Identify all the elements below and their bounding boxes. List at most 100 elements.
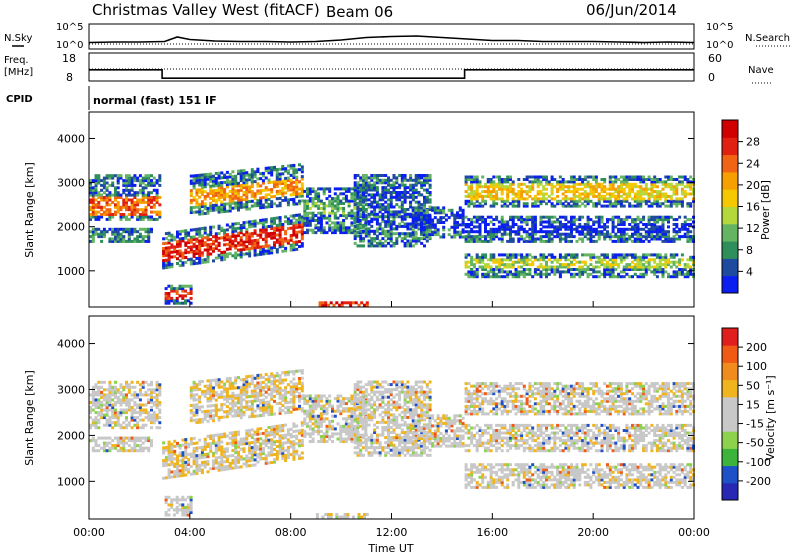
echo-cell [475,237,479,241]
echo-cell [667,239,670,243]
echo-cell [192,436,196,440]
echo-cell [200,450,204,454]
echo-cell [686,230,690,234]
echo-cell [572,227,576,231]
echo-cell [245,173,249,177]
echo-cell [181,458,185,462]
echo-cell [553,220,557,224]
echo-cell [586,275,590,279]
echo-cell [237,191,240,195]
echo-cell [375,220,379,224]
echo-cell [578,260,582,264]
echo-cell [133,403,137,407]
echo-cell [122,401,126,404]
echo-cell [586,265,590,269]
echo-cell [245,459,249,463]
echo-cell [414,178,418,182]
echo-cell [669,178,673,181]
echo-cell [425,233,429,237]
echo-cell [138,174,142,178]
echo-cell [178,471,182,475]
echo-cell [470,192,474,196]
echo-cell [661,263,665,267]
echo-cell [575,218,579,222]
echo-cell [206,462,210,466]
echo-cell [97,191,101,195]
echo-cell [650,185,654,189]
echo-cell [192,449,196,453]
echo-cell [489,255,493,259]
echo-cell [164,251,168,255]
echo-cell [223,243,227,247]
echo-cell [533,239,537,243]
echo-cell [398,224,402,228]
echo-cell [589,263,593,267]
echo-cell [614,175,618,179]
echo-cell [672,275,676,279]
echo-cell [453,223,457,227]
echo-cell [398,198,402,202]
echo-cell [105,413,109,417]
echo-cell [331,204,334,208]
echo-cell [212,206,215,210]
echo-cell [578,232,582,236]
echo-cell [344,197,348,201]
echo-cell [200,453,204,457]
echo-cell [619,275,623,279]
echo-cell [144,213,148,216]
echo-cell [295,218,299,222]
echo-cell [158,426,162,430]
echo-cell [239,228,243,232]
echo-cell [102,235,106,239]
echo-cell [328,204,332,208]
echo-cell [278,218,282,222]
echo-cell [133,237,137,241]
echo-cell [270,222,274,226]
echo-cell [606,199,609,203]
echo-cell [105,174,109,178]
echo-cell [281,182,285,185]
echo-cell [178,254,182,258]
echo-cell [514,199,518,203]
echo-cell [353,217,357,221]
echo-cell [245,197,249,201]
echo-cell [506,192,510,196]
echo-cell [250,239,254,243]
echo-cell [611,227,615,231]
echo-cell [686,185,690,189]
echo-cell [572,255,576,259]
echo-cell [525,239,529,243]
echo-cell [195,464,199,468]
echo-cell [600,187,604,191]
echo-cell [633,253,637,257]
echo-cell [556,227,560,231]
echo-cell [286,239,290,243]
echo-cell [178,230,182,234]
echo-cell [343,301,347,305]
echo-cell [525,192,529,196]
echo-cell [239,243,243,247]
echo-cell [484,237,487,241]
echo-cell [678,260,682,264]
echo-cell [364,183,368,187]
echo-cell [237,184,240,188]
echo-cell [647,253,651,257]
echo-cell [195,237,199,241]
echo-cell [423,181,426,185]
echo-cell [295,180,299,184]
echo-cell [511,253,515,257]
echo-cell [664,182,668,186]
echo-cell [359,183,363,187]
echo-cell [306,194,309,198]
echo-cell [91,198,95,202]
echo-cell [689,230,693,234]
echo-cell [178,474,182,478]
echo-cell [542,175,546,179]
echo-cell [586,227,590,231]
echo-cell [428,191,432,194]
echo-cell [384,205,388,209]
echo-cell [89,215,92,219]
echo-cell [653,253,657,257]
echo-cell [542,235,546,239]
